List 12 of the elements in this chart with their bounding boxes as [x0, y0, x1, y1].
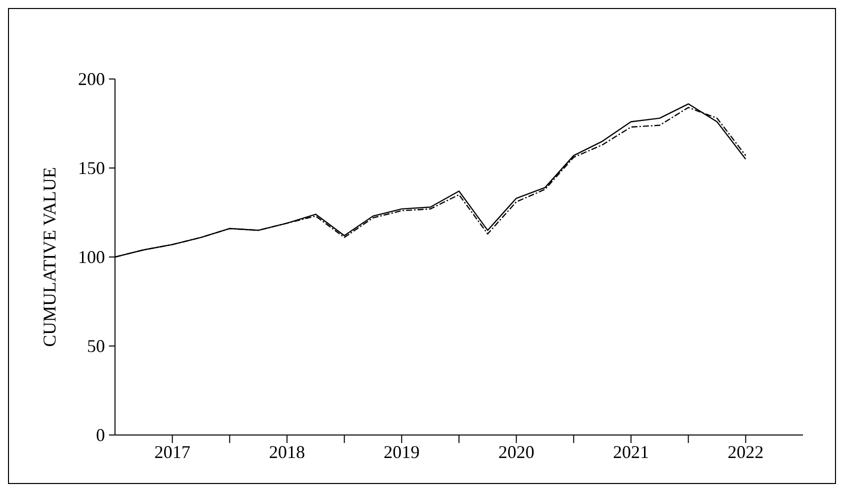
y-tick-label: 100	[78, 247, 105, 267]
x-tick-label: 2020	[498, 442, 534, 462]
x-tick-label: 2019	[384, 442, 420, 462]
x-tick-label: 2022	[728, 442, 764, 462]
x-tick-label: 2018	[269, 442, 305, 462]
y-tick-label: 200	[78, 69, 105, 89]
x-tick-label: 2021	[613, 442, 649, 462]
x-tick-label: 2017	[154, 442, 190, 462]
y-tick-label: 50	[87, 336, 105, 356]
y-tick-label: 150	[78, 158, 105, 178]
y-axis-title: CUMULATIVE VALUE	[39, 167, 60, 347]
y-tick-label: 0	[96, 425, 105, 445]
